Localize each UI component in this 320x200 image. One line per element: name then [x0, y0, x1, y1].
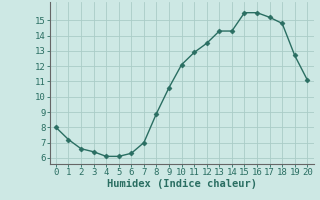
X-axis label: Humidex (Indice chaleur): Humidex (Indice chaleur) [107, 179, 257, 189]
